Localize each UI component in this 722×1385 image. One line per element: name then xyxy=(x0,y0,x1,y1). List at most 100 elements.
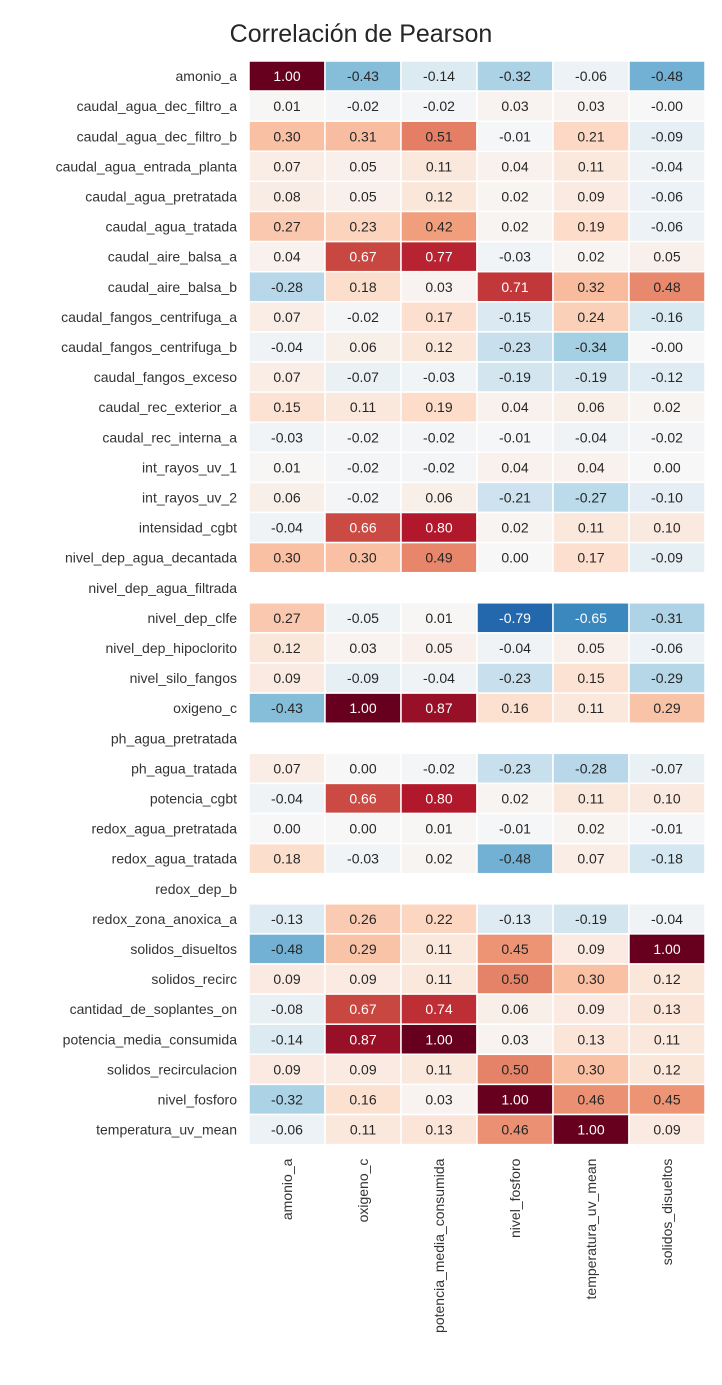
cell-value-label: -0.07 xyxy=(347,369,379,385)
row-label: redox_zona_anoxica_a xyxy=(92,911,237,927)
cell-value-label: 1.00 xyxy=(273,68,300,84)
heatmap-cell xyxy=(628,331,706,363)
heatmap-cell xyxy=(400,270,478,303)
heatmap-cell xyxy=(248,150,326,183)
cell-value-label: -0.43 xyxy=(347,68,379,84)
cell-value-label: -0.27 xyxy=(575,489,607,505)
heatmap-cell xyxy=(324,391,402,423)
heatmap-cell xyxy=(324,331,402,363)
row-label: caudal_agua_entrada_planta xyxy=(56,158,238,174)
cell-value-label: 0.04 xyxy=(501,399,528,415)
cell-value-label: 0.09 xyxy=(349,971,376,987)
cell-value-label: -0.07 xyxy=(651,760,683,776)
heatmap-cell xyxy=(324,270,402,303)
cell-value-label: 0.30 xyxy=(577,971,604,987)
cell-value-label: -0.04 xyxy=(271,339,303,355)
cell-value-label: 0.24 xyxy=(577,309,604,325)
cell-value-label: -0.03 xyxy=(499,249,531,265)
cell-value-label: 0.11 xyxy=(578,700,604,716)
row-label: caudal_fangos_centrifuga_b xyxy=(61,339,237,355)
heatmap-cell xyxy=(628,632,706,664)
cell-value-label: -0.01 xyxy=(499,128,531,144)
heatmap-cell xyxy=(400,692,478,724)
cell-value-label: 0.11 xyxy=(578,790,604,806)
cell-value-label: 0.07 xyxy=(273,760,300,776)
cell-value-label: 0.09 xyxy=(349,1061,376,1077)
heatmap-cell xyxy=(400,1083,478,1116)
cell-value-label: 0.10 xyxy=(653,520,680,536)
cell-value-label: -0.06 xyxy=(575,68,607,84)
cell-value-label: 1.00 xyxy=(577,1122,604,1138)
cell-value-label: 0.00 xyxy=(273,821,300,837)
heatmap-cell xyxy=(628,90,706,122)
heatmap-cell xyxy=(552,692,630,724)
cell-value-label: -0.28 xyxy=(271,279,303,295)
row-label: solidos_recirc xyxy=(151,971,237,987)
cell-value-label: 0.01 xyxy=(273,459,300,475)
cell-value-label: -0.32 xyxy=(271,1091,303,1107)
heatmap-cell xyxy=(552,1113,630,1146)
cell-value-label: 0.03 xyxy=(501,1031,528,1047)
cell-value-label: -0.01 xyxy=(499,821,531,837)
heatmap-cell xyxy=(248,120,326,153)
row-label: temperatura_uv_mean xyxy=(96,1122,237,1138)
cell-value-label: 0.42 xyxy=(425,219,452,235)
cell-value-label: 0.07 xyxy=(273,309,300,325)
heatmap-cell xyxy=(628,1083,706,1116)
cell-value-label: 1.00 xyxy=(349,700,376,716)
cell-value-label: 0.77 xyxy=(425,249,452,265)
row-label: potencia_cgbt xyxy=(150,790,237,806)
cell-value-label: -0.43 xyxy=(271,700,303,716)
row-label: redox_agua_pretratada xyxy=(91,821,237,837)
heatmap-cell xyxy=(628,421,706,454)
row-label: nivel_silo_fangos xyxy=(130,670,237,686)
cell-value-label: 0.00 xyxy=(349,821,376,837)
heatmap-cell xyxy=(400,60,478,92)
row-label: caudal_rec_interna_a xyxy=(102,429,237,445)
cell-value-label: 0.51 xyxy=(425,128,452,144)
heatmap-cell xyxy=(476,120,554,153)
heatmap-cell xyxy=(248,632,326,664)
cell-value-label: -0.09 xyxy=(651,128,683,144)
cell-value-label: 0.12 xyxy=(653,971,680,987)
cell-value-label: 1.00 xyxy=(425,1031,452,1047)
cell-value-label: 0.02 xyxy=(577,249,604,265)
heatmap-cell xyxy=(476,361,554,393)
cell-value-label: 0.16 xyxy=(349,1091,376,1107)
cell-value-label: -0.13 xyxy=(499,911,531,927)
cell-value-label: -0.14 xyxy=(423,68,455,84)
cell-value-label: 0.09 xyxy=(653,1122,680,1138)
cell-value-label: -0.09 xyxy=(651,550,683,566)
cell-value-label: -0.19 xyxy=(499,369,531,385)
cell-value-label: -0.21 xyxy=(499,489,531,505)
heatmap-cell xyxy=(476,842,554,875)
cell-value-label: 0.05 xyxy=(349,158,376,174)
cell-value-label: 0.13 xyxy=(425,1122,452,1138)
heatmap-cell xyxy=(552,782,630,815)
cell-value-label: 0.66 xyxy=(349,520,376,536)
cell-value-label: 0.17 xyxy=(425,309,452,325)
heatmap-cell xyxy=(248,903,326,935)
cell-value-label: 0.19 xyxy=(425,399,452,415)
heatmap-cell xyxy=(628,270,706,303)
cell-value-label: -0.02 xyxy=(347,459,379,475)
cell-value-label: -0.48 xyxy=(271,941,303,957)
cell-value-label: -0.14 xyxy=(271,1031,303,1047)
heatmap-cell xyxy=(628,1053,706,1086)
cell-value-label: -0.23 xyxy=(499,760,531,776)
row-label: nivel_fosforo xyxy=(158,1091,238,1107)
cell-value-label: 0.11 xyxy=(654,1031,680,1047)
cell-value-label: 0.01 xyxy=(273,98,300,114)
cell-value-label: -0.48 xyxy=(499,851,531,867)
cell-value-label: 0.11 xyxy=(426,158,452,174)
cell-value-label: 0.09 xyxy=(577,1001,604,1017)
cell-value-label: 0.31 xyxy=(349,128,376,144)
row-label: int_rayos_uv_1 xyxy=(142,459,237,475)
cell-value-label: -0.06 xyxy=(651,219,683,235)
heatmap-cell xyxy=(400,511,478,544)
cell-value-label: 0.67 xyxy=(349,249,376,265)
row-label: redox_agua_tratada xyxy=(112,851,238,867)
row-label: caudal_agua_pretratada xyxy=(85,188,237,204)
cell-value-label: 0.04 xyxy=(501,158,528,174)
heatmap-cell xyxy=(476,933,554,965)
